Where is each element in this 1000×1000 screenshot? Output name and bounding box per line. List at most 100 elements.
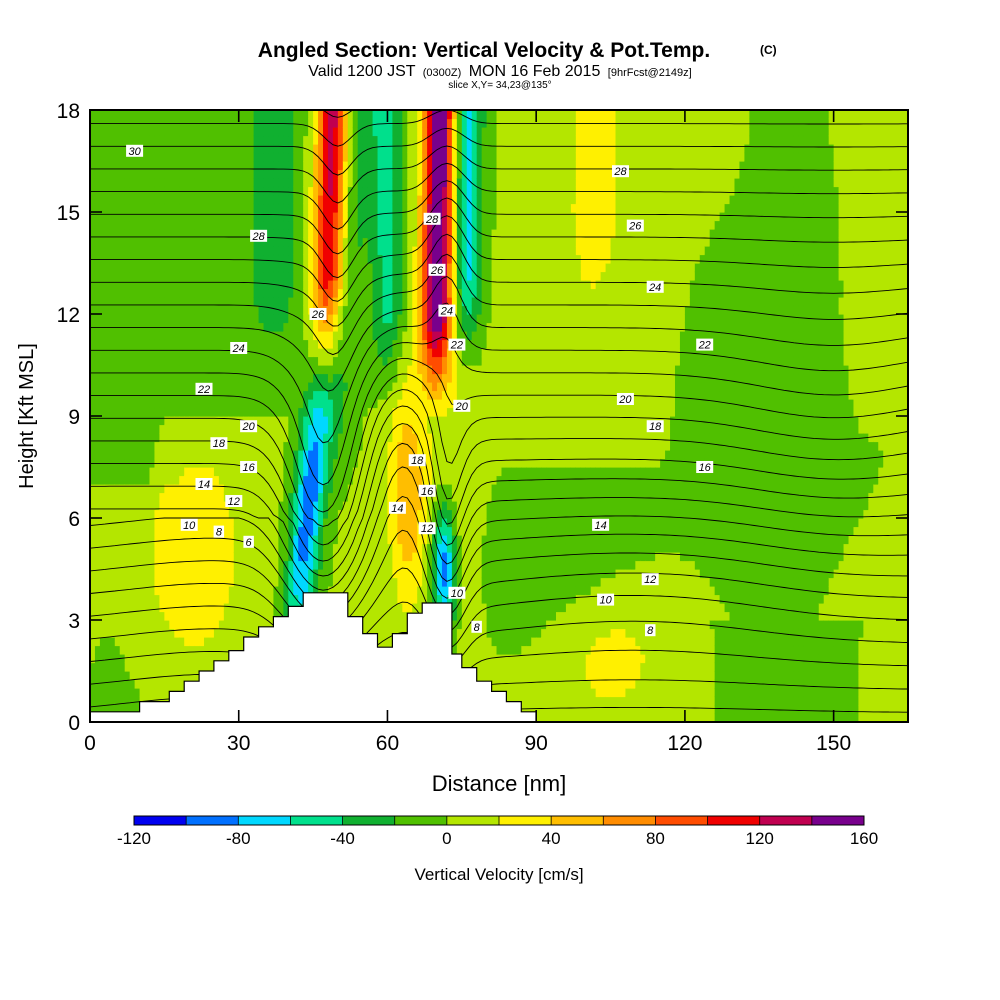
velocity-cell (204, 254, 210, 264)
velocity-cell (283, 161, 289, 171)
velocity-cell (164, 220, 170, 230)
velocity-cell (377, 441, 384, 451)
velocity-cell (332, 552, 339, 562)
velocity-cell (109, 577, 116, 587)
velocity-cell (204, 535, 210, 545)
velocity-cell (243, 509, 250, 519)
velocity-cell (109, 552, 116, 562)
velocity-cell (397, 441, 403, 451)
velocity-cell (387, 509, 394, 519)
velocity-cell (134, 161, 141, 171)
velocity-cell (313, 169, 319, 179)
velocity-cell (382, 118, 389, 128)
velocity-cell (184, 586, 190, 596)
velocity-cell (129, 645, 136, 655)
velocity-cell (124, 305, 131, 315)
velocity-cell (144, 356, 151, 366)
velocity-cell (124, 152, 131, 162)
velocity-cell (109, 611, 116, 621)
velocity-cell (223, 178, 230, 188)
velocity-cell (263, 271, 270, 281)
velocity-cell (268, 501, 275, 511)
velocity-cell (387, 118, 394, 128)
velocity-cell (124, 280, 131, 290)
velocity-cell (238, 203, 245, 213)
velocity-cell (129, 654, 136, 664)
velocity-cell (367, 186, 374, 196)
velocity-cell (243, 594, 250, 604)
velocity-cell (387, 552, 394, 562)
velocity-cell (149, 203, 156, 213)
velocity-cell (412, 110, 418, 120)
velocity-cell (134, 526, 141, 536)
velocity-cell (228, 356, 235, 366)
velocity-cell (387, 407, 394, 417)
velocity-cell (352, 161, 359, 171)
velocity-cell (308, 169, 314, 179)
velocity-cell (387, 569, 394, 579)
velocity-cell (253, 322, 260, 332)
velocity-cell (357, 407, 364, 417)
velocity-cell (228, 637, 235, 647)
velocity-cell (402, 212, 408, 222)
velocity-cell (129, 390, 136, 400)
velocity-cell (233, 229, 240, 239)
velocity-cell (427, 271, 433, 281)
velocity-cell (204, 246, 210, 256)
velocity-cell (99, 475, 106, 485)
velocity-cell (233, 118, 240, 128)
velocity-cell (372, 407, 379, 417)
velocity-cell (303, 229, 309, 239)
velocity-cell (332, 331, 339, 341)
velocity-cell (90, 594, 96, 604)
velocity-cell (213, 611, 220, 621)
velocity-cell (422, 127, 428, 137)
velocity-cell (303, 501, 309, 511)
velocity-cell (332, 535, 339, 545)
velocity-cell (228, 424, 235, 434)
velocity-cell (382, 297, 389, 307)
velocity-cell (382, 322, 389, 332)
velocity-cell (189, 339, 195, 349)
velocity-cell (94, 322, 101, 332)
velocity-cell (154, 679, 161, 689)
velocity-cell (124, 220, 131, 230)
velocity-cell (397, 577, 403, 587)
velocity-cell (377, 484, 384, 494)
velocity-cell (422, 552, 428, 562)
velocity-cell (382, 433, 389, 443)
velocity-cell (268, 331, 275, 341)
velocity-cell (352, 203, 359, 213)
velocity-cell (129, 586, 136, 596)
velocity-cell (124, 569, 131, 579)
velocity-cell (313, 450, 319, 460)
velocity-cell (134, 484, 141, 494)
velocity-cell (184, 484, 190, 494)
velocity-cell (372, 526, 379, 536)
velocity-cell (114, 458, 121, 468)
velocity-cell (258, 212, 265, 222)
velocity-cell (189, 543, 195, 553)
velocity-cell (258, 467, 265, 477)
velocity-cell (94, 509, 101, 519)
velocity-cell (253, 390, 260, 400)
velocity-cell (392, 314, 398, 324)
velocity-cell (104, 314, 111, 324)
velocity-cell (288, 195, 294, 205)
velocity-cell (283, 399, 289, 409)
velocity-cell (357, 161, 364, 171)
velocity-cell (184, 416, 190, 426)
velocity-cell (228, 433, 235, 443)
velocity-cell (422, 271, 428, 281)
velocity-cell (323, 399, 329, 409)
velocity-cell (248, 594, 255, 604)
velocity-cell (278, 229, 284, 239)
velocity-cell (283, 535, 289, 545)
velocity-cell (332, 186, 339, 196)
velocity-cell (357, 254, 364, 264)
velocity-cell (377, 348, 384, 358)
velocity-cell (184, 186, 190, 196)
velocity-cell (278, 178, 284, 188)
velocity-cell (129, 543, 136, 553)
velocity-cell (347, 237, 354, 247)
